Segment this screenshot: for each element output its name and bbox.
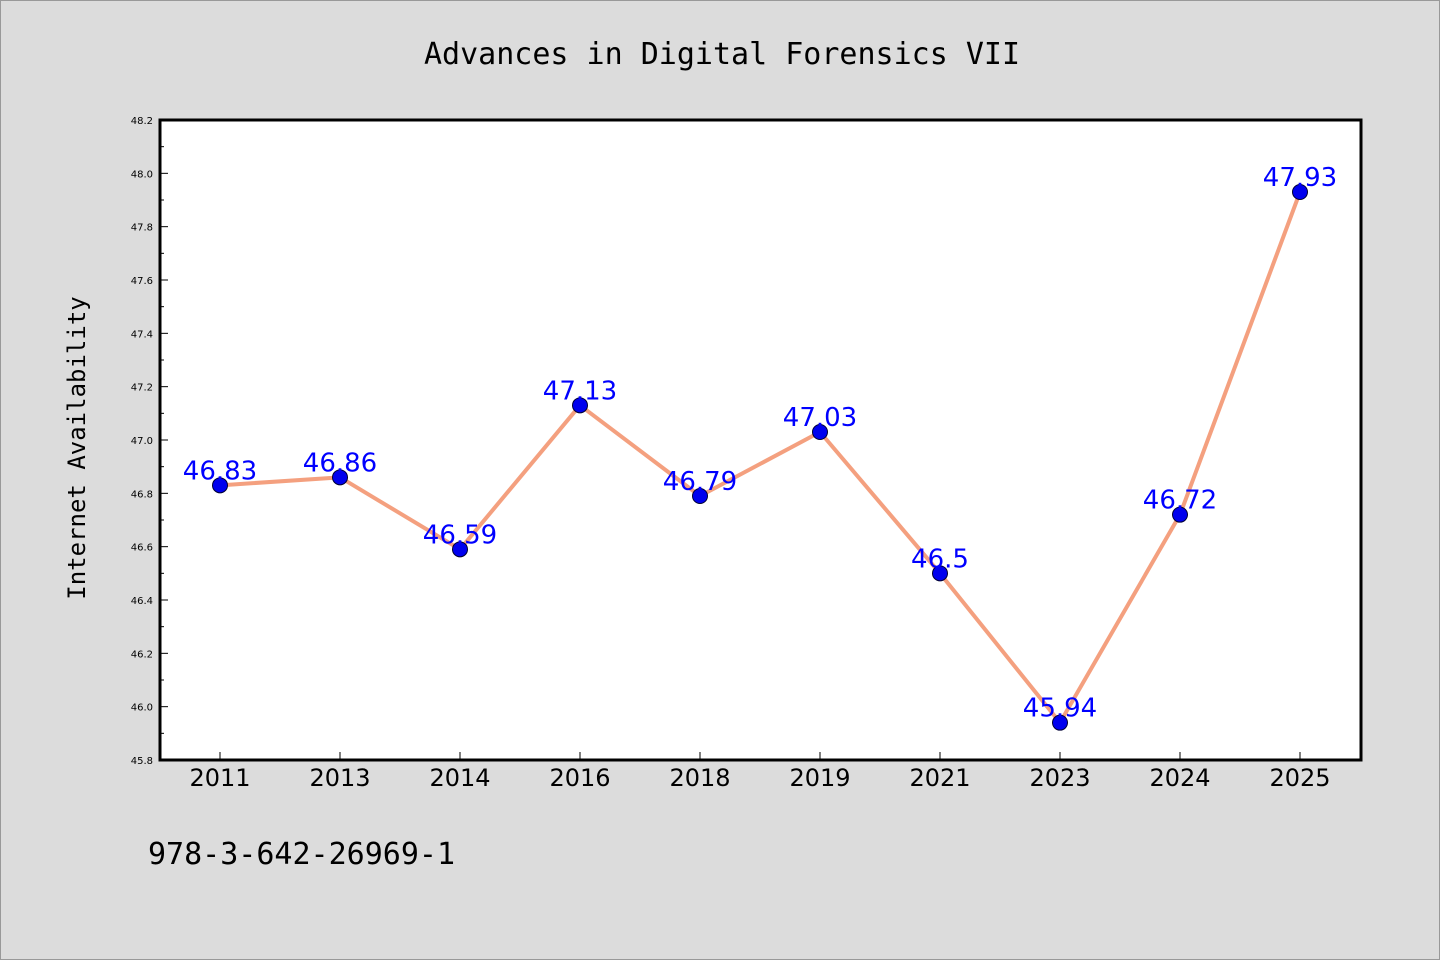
x-tick-label: 2013 (309, 764, 370, 792)
x-tick-label: 2024 (1149, 764, 1210, 792)
footer-code: 978-3-642-26969-1 (148, 837, 455, 872)
y-tick-label: 47.8 (131, 223, 153, 234)
x-tick-label: 2021 (909, 764, 970, 792)
y-tick-label: 48.2 (131, 116, 153, 127)
data-markers (212, 184, 1308, 731)
series-line (218, 190, 1302, 725)
x-tick-label: 2011 (189, 764, 250, 792)
data-point (572, 397, 588, 414)
x-tick-label: 2018 (669, 764, 730, 792)
x-axis: 2011 2013 2014 2016 2018 2019 2021 2023 2024 2025 (189, 752, 1331, 792)
y-tick-label: 45.8 (131, 756, 153, 767)
data-label: 46.79 (663, 467, 737, 497)
data-point (1292, 184, 1308, 200)
y-tick-label: 47.2 (131, 383, 153, 394)
x-tick-label: 2023 (1029, 764, 1090, 792)
data-point (1052, 714, 1068, 731)
y-tick-label: 47.6 (131, 276, 153, 287)
series-line-group (218, 190, 1302, 725)
data-point (332, 469, 348, 486)
x-tick-label: 2025 (1269, 764, 1330, 792)
data-label: 47.13 (543, 376, 617, 406)
data-label: 45.94 (1023, 694, 1097, 724)
y-tick-label: 46.2 (131, 649, 153, 660)
data-point (812, 424, 828, 440)
data-point (212, 477, 228, 494)
y-tick-label: 47.4 (131, 329, 153, 340)
x-tick-label: 2014 (429, 764, 490, 792)
plot-area (158, 118, 1363, 762)
data-labels: 46.83 46.86 46.59 47.13 46.79 47.03 46.5 45.94 4… (183, 163, 1337, 724)
data-label: 46.59 (423, 520, 497, 550)
data-label: 47.03 (783, 403, 857, 433)
data-point (1172, 506, 1188, 523)
y-tick-label: 48.0 (131, 169, 153, 180)
y-tick-label: 46.4 (131, 596, 153, 607)
data-point (932, 565, 948, 582)
y-tick-label: 46.8 (131, 489, 153, 500)
data-label: 46.83 (183, 456, 257, 486)
data-label: 47.93 (1263, 163, 1337, 193)
y-tick-label: 46.0 (131, 703, 153, 714)
y-tick-label: 47.0 (131, 436, 153, 447)
x-tick-label: 2019 (789, 764, 850, 792)
y-axis: 45.8 46.0 46.2 46.4 46.6 46.8 47.0 47.2 47.4 47.6… (131, 116, 168, 767)
data-point (452, 541, 468, 558)
data-label: 46.72 (1143, 486, 1217, 516)
y-tick-label: 46.6 (131, 543, 153, 554)
data-point (692, 488, 708, 504)
y-axis-label: Internet Availability (63, 296, 91, 599)
data-label: 46.86 (303, 448, 377, 478)
x-tick-label: 2016 (549, 764, 610, 792)
chart-title: Advances in Digital Forensics VII (424, 37, 1020, 72)
data-label: 46.5 (911, 544, 969, 574)
